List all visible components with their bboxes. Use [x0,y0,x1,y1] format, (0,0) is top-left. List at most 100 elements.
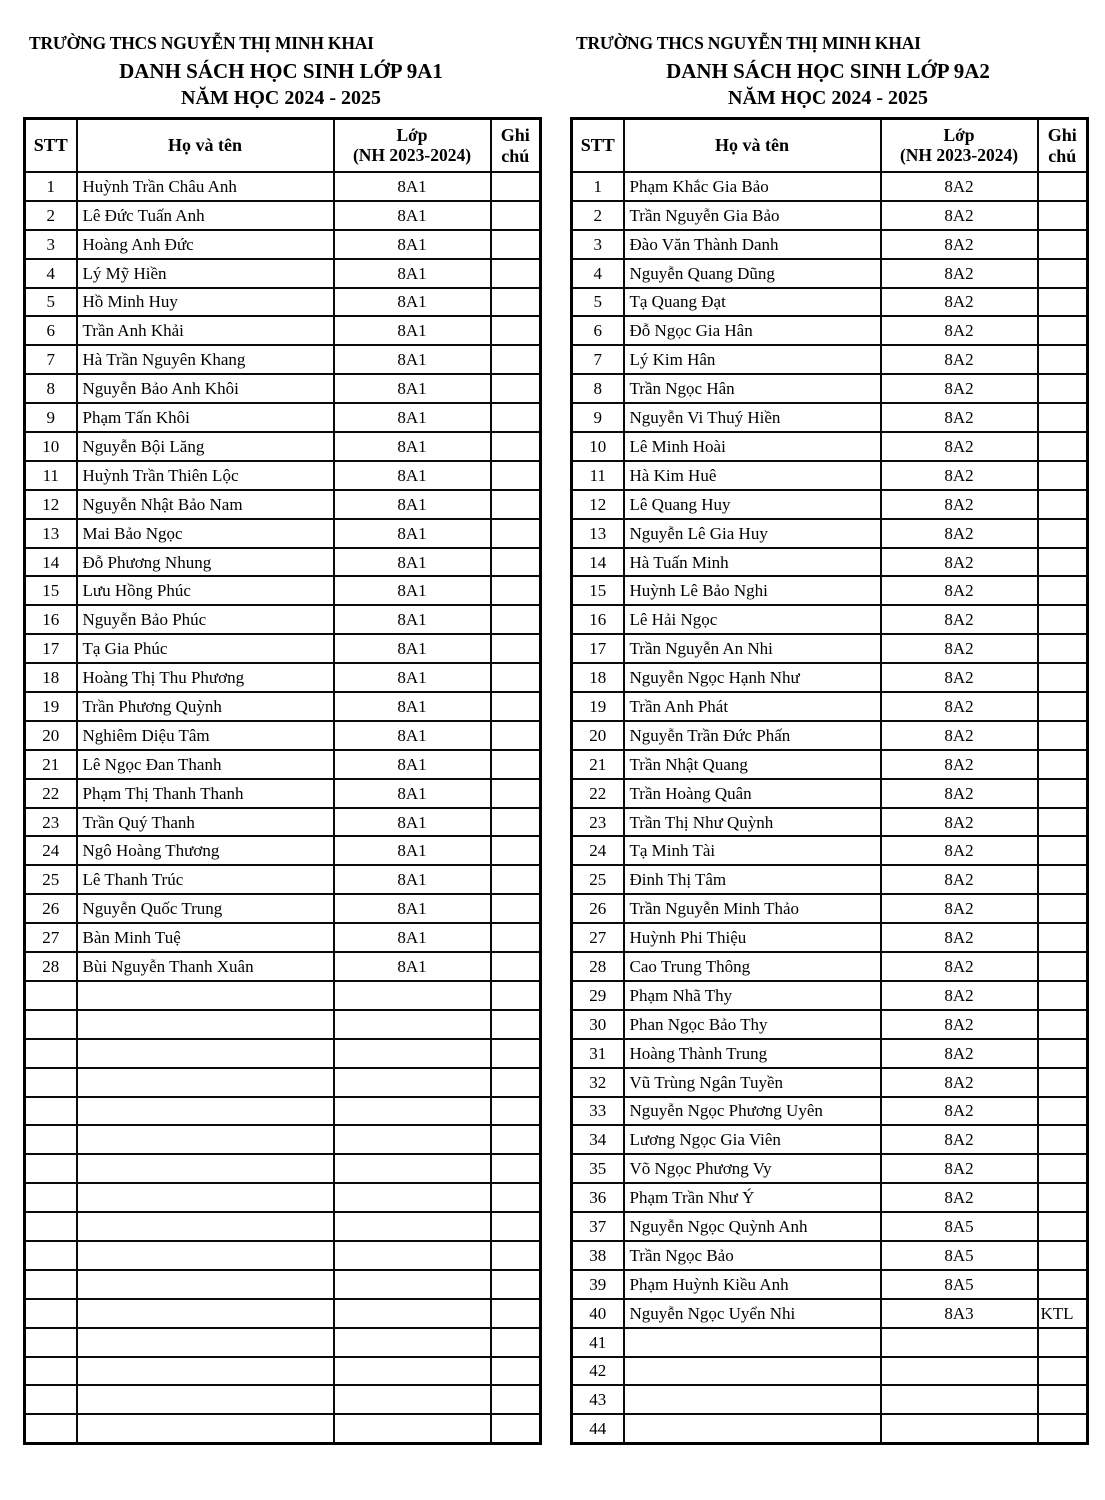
note-cell [1036,228,1089,260]
class-cell [332,1326,492,1358]
note-cell [1036,459,1089,491]
table-row: 17 Tạ Gia Phúc 8A1 [23,633,542,665]
table-row: 36 Phạm Trần Như Ý 8A2 [570,1182,1089,1214]
note-cell [1036,1326,1089,1358]
table-row: 10 Nguyễn Bội Lăng 8A1 [23,431,542,462]
name-cell [75,1268,335,1300]
note-cell [1036,1384,1089,1416]
class-cell: 8A5 [879,1239,1039,1271]
note-cell [1036,517,1089,549]
stt-cell: 7 [23,344,78,376]
stt-cell [23,1153,78,1185]
name-cell: Bàn Minh Tuệ [75,922,335,954]
class-header-line1: Lớp [396,124,428,145]
name-cell: Trần Ngọc Hân [622,373,882,405]
name-cell: Nguyễn Quang Dũng [622,257,882,289]
class-cell: 8A2 [879,979,1039,1011]
stt-cell: 6 [570,315,625,347]
note-cell [489,286,542,318]
name-cell [75,1384,335,1416]
stt-cell: 1 [570,171,625,202]
class-cell: 8A2 [879,431,1039,462]
stt-cell: 34 [570,1124,625,1156]
class-cell: 8A1 [332,691,492,722]
header-row: STT Họ và tên Lớp (NH 2023-2024) Ghi chú [23,117,542,173]
class-cell: 8A1 [332,604,492,636]
note-cell [489,1153,542,1185]
table-row [23,979,542,1011]
table-row [23,1326,542,1358]
class-cell [879,1326,1039,1358]
note-cell [489,171,542,202]
table-row: 18 Hoàng Thị Thu Phương 8A1 [23,662,542,694]
table-row: 22 Trần Hoàng Quân 8A2 [570,777,1089,809]
note-cell [489,806,542,838]
name-cell: Phạm Trần Như Ý [622,1182,882,1214]
name-cell: Phạm Huỳnh Kiều Anh [622,1268,882,1300]
table-row [23,1182,542,1214]
note-cell [489,864,542,896]
table-row: 8 Trần Ngọc Hân 8A2 [570,373,1089,405]
name-cell: Lý Mỹ Hiền [75,257,335,289]
class-cell: 8A2 [879,1008,1039,1040]
table-row: 11 Hà Kim Huê 8A2 [570,459,1089,491]
table-row: 34 Lương Ngọc Gia Viên 8A2 [570,1124,1089,1156]
stt-cell: 44 [570,1413,625,1445]
name-cell: Lê Đức Tuấn Anh [75,199,335,231]
note-cell [489,691,542,722]
name-cell: Nguyễn Trần Đức Phấn [622,719,882,751]
stt-cell: 2 [570,199,625,231]
stt-cell: 8 [23,373,78,405]
class-header-line1: Lớp [943,124,975,145]
stt-cell: 10 [570,431,625,462]
class-cell: 8A2 [879,1066,1039,1098]
class-cell [879,1413,1039,1445]
note-cell [1036,1355,1089,1387]
note-cell [489,1095,542,1127]
note-cell [1036,922,1089,954]
table-row: 13 Nguyễn Lê Gia Huy 8A2 [570,517,1089,549]
class-cell: 8A2 [879,199,1039,231]
stt-cell: 36 [570,1182,625,1214]
note-cell [489,373,542,405]
class-cell [332,1182,492,1214]
note-cell [1036,1413,1089,1445]
table-row: 2 Trần Nguyễn Gia Bảo 8A2 [570,199,1089,231]
name-cell: Hà Tuấn Minh [622,546,882,578]
class-cell: 8A2 [879,171,1039,202]
stt-cell: 20 [570,719,625,751]
stt-cell: 30 [570,1008,625,1040]
class-cell: 8A2 [879,1095,1039,1127]
note-cell [489,719,542,751]
stt-cell: 11 [23,459,78,491]
student-table-9a1: STT Họ và tên Lớp (NH 2023-2024) Ghi chú… [23,117,542,1446]
col-header-stt: STT [570,117,625,173]
stt-cell: 12 [23,488,78,520]
note-cell [1036,1066,1089,1098]
name-cell: Trần Hoàng Quân [622,777,882,809]
note-cell [1036,1239,1089,1271]
stt-cell: 6 [23,315,78,347]
table-row: 16 Nguyễn Bảo Phúc 8A1 [23,604,542,636]
note-cell [489,315,542,347]
name-cell: Huỳnh Trần Thiên Lộc [75,459,335,491]
table-row: 35 Võ Ngọc Phương Vy 8A2 [570,1153,1089,1185]
note-cell [1036,864,1089,896]
col-header-name: Họ và tên [75,117,335,173]
col-header-name: Họ và tên [622,117,882,173]
class-cell: 8A2 [879,1153,1039,1185]
stt-cell: 19 [570,691,625,722]
stt-cell [23,1297,78,1329]
note-cell [1036,662,1089,694]
note-cell [489,835,542,867]
note-header-line1: Ghi [1047,125,1077,146]
note-cell [1036,691,1089,722]
stt-cell: 7 [570,344,625,376]
class-cell [332,1095,492,1127]
stt-cell: 4 [570,257,625,289]
note-header-line1: Ghi [500,125,530,146]
table-row [23,1153,542,1185]
stt-cell: 14 [23,546,78,578]
stt-cell [23,1384,78,1416]
table-row [23,1095,542,1127]
